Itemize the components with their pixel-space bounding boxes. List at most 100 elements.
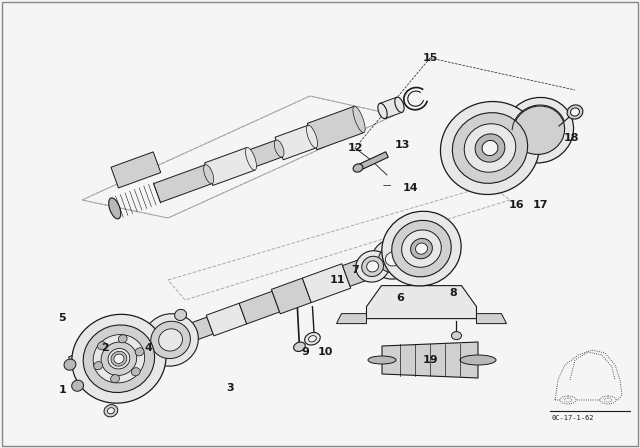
Polygon shape — [385, 238, 425, 271]
Ellipse shape — [101, 342, 137, 375]
Ellipse shape — [151, 321, 191, 358]
Ellipse shape — [353, 106, 365, 133]
Ellipse shape — [600, 396, 616, 404]
Ellipse shape — [392, 220, 451, 277]
Ellipse shape — [604, 398, 612, 402]
Polygon shape — [477, 314, 506, 323]
Ellipse shape — [72, 380, 84, 391]
Text: 7: 7 — [351, 265, 359, 275]
Ellipse shape — [305, 332, 320, 345]
Ellipse shape — [275, 140, 284, 157]
Ellipse shape — [131, 368, 140, 376]
Polygon shape — [302, 264, 351, 302]
Ellipse shape — [564, 398, 572, 402]
Ellipse shape — [175, 310, 186, 320]
Polygon shape — [271, 278, 311, 314]
Polygon shape — [356, 152, 388, 171]
Ellipse shape — [378, 103, 387, 119]
Polygon shape — [111, 152, 161, 188]
Text: 17: 17 — [532, 200, 548, 210]
Text: 3: 3 — [226, 383, 234, 393]
Text: 1: 1 — [59, 385, 67, 395]
Text: 15: 15 — [422, 53, 438, 63]
Ellipse shape — [452, 112, 527, 183]
Text: 2: 2 — [101, 343, 109, 353]
Ellipse shape — [111, 375, 120, 383]
Ellipse shape — [378, 245, 408, 272]
Ellipse shape — [118, 335, 127, 343]
Ellipse shape — [371, 239, 415, 279]
Polygon shape — [175, 239, 429, 345]
Polygon shape — [380, 97, 402, 118]
Ellipse shape — [411, 238, 433, 259]
Ellipse shape — [98, 342, 106, 350]
Text: 19: 19 — [422, 355, 438, 365]
Text: 18: 18 — [563, 133, 579, 143]
Ellipse shape — [159, 329, 182, 351]
Ellipse shape — [108, 408, 115, 414]
Ellipse shape — [367, 261, 378, 272]
Ellipse shape — [108, 349, 130, 369]
Ellipse shape — [64, 359, 76, 370]
Ellipse shape — [94, 362, 102, 370]
Ellipse shape — [356, 251, 390, 282]
Text: 9: 9 — [301, 347, 309, 357]
Text: 16: 16 — [509, 200, 525, 210]
Text: 12: 12 — [348, 143, 363, 153]
Ellipse shape — [560, 396, 576, 404]
Ellipse shape — [93, 335, 145, 383]
Text: 4: 4 — [144, 343, 152, 353]
Polygon shape — [154, 165, 212, 202]
Ellipse shape — [72, 314, 166, 403]
Ellipse shape — [504, 97, 573, 163]
Ellipse shape — [362, 256, 383, 276]
Text: —: — — [383, 181, 392, 190]
Polygon shape — [342, 250, 392, 286]
Ellipse shape — [395, 97, 404, 112]
Ellipse shape — [402, 230, 442, 267]
Ellipse shape — [475, 134, 505, 162]
Ellipse shape — [204, 165, 214, 184]
Polygon shape — [337, 314, 367, 323]
Ellipse shape — [111, 351, 127, 366]
Polygon shape — [206, 303, 246, 336]
Ellipse shape — [382, 211, 461, 286]
Ellipse shape — [143, 314, 198, 366]
Polygon shape — [174, 317, 213, 346]
Polygon shape — [367, 286, 477, 319]
Ellipse shape — [440, 102, 540, 194]
Ellipse shape — [109, 198, 121, 219]
Ellipse shape — [451, 332, 461, 340]
Ellipse shape — [415, 243, 428, 254]
Ellipse shape — [83, 325, 155, 392]
Polygon shape — [275, 125, 316, 160]
Ellipse shape — [104, 405, 118, 417]
Polygon shape — [382, 342, 478, 378]
Polygon shape — [76, 366, 112, 385]
Ellipse shape — [513, 106, 564, 155]
Text: 10: 10 — [317, 347, 333, 357]
Ellipse shape — [114, 354, 124, 363]
Ellipse shape — [105, 369, 116, 379]
Polygon shape — [248, 140, 282, 167]
Polygon shape — [307, 106, 364, 150]
Ellipse shape — [135, 348, 144, 356]
Ellipse shape — [460, 355, 496, 365]
Ellipse shape — [567, 105, 583, 119]
Text: 5: 5 — [58, 313, 66, 323]
Text: 13: 13 — [394, 140, 410, 150]
Text: 6: 6 — [396, 293, 404, 303]
Ellipse shape — [385, 252, 401, 266]
Ellipse shape — [308, 336, 316, 342]
Polygon shape — [239, 291, 280, 324]
Ellipse shape — [368, 356, 396, 364]
Text: 11: 11 — [329, 275, 345, 285]
Polygon shape — [68, 345, 104, 364]
Ellipse shape — [307, 125, 317, 148]
Ellipse shape — [113, 353, 125, 364]
Text: 0C-17-1-62: 0C-17-1-62 — [552, 415, 595, 421]
Ellipse shape — [245, 147, 257, 170]
Ellipse shape — [353, 164, 363, 172]
Text: 8: 8 — [449, 288, 457, 298]
Ellipse shape — [294, 342, 305, 352]
